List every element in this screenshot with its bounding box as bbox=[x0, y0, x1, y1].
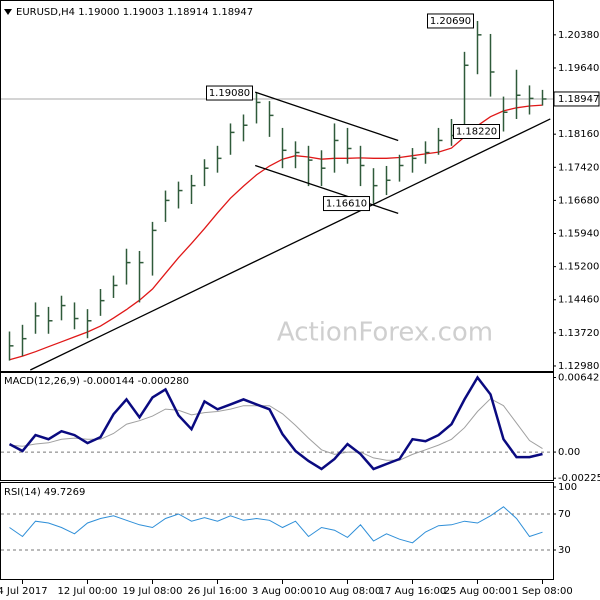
annotation-box bbox=[206, 85, 253, 101]
trendline bbox=[254, 91, 399, 142]
annotation-box bbox=[323, 196, 370, 212]
x-tick-label: 12 Jul 00:00 bbox=[58, 586, 118, 597]
last-price-box bbox=[553, 91, 600, 107]
y-tick-label: 1.15940 bbox=[558, 229, 599, 240]
y-tick-label: 0.006425 bbox=[558, 373, 600, 384]
price-pane bbox=[0, 0, 554, 372]
x-tick-label: 10 Aug 08:00 bbox=[314, 586, 381, 597]
macd-title: MACD(12,26,9) -0.000144 -0.000280 bbox=[4, 376, 189, 387]
price-title: EURUSD,H4 1.19000 1.19003 1.18914 1.1894… bbox=[16, 7, 253, 18]
x-tick-label: 4 Jul 2017 bbox=[0, 586, 48, 597]
y-tick-label: 1.19640 bbox=[558, 63, 599, 74]
y-tick-label: 0.00 bbox=[558, 447, 580, 458]
indicator-line bbox=[9, 506, 543, 544]
annotation-label: 1.19080 bbox=[209, 88, 250, 99]
annotation-label: 1.18220 bbox=[456, 127, 497, 138]
indicator-line bbox=[8, 375, 543, 471]
x-tick-label: 25 Aug 00:00 bbox=[444, 586, 511, 597]
last-price-label: 1.18947 bbox=[558, 94, 599, 105]
x-tick-label: 19 Jul 08:00 bbox=[123, 586, 183, 597]
y-tick-label: -0.002251 bbox=[558, 473, 600, 484]
y-tick-label: 1.16680 bbox=[558, 195, 599, 206]
indicator-line bbox=[9, 398, 543, 461]
watermark: ActionForex.com bbox=[277, 318, 493, 348]
x-tick-label: 17 Aug 16:00 bbox=[379, 586, 446, 597]
symbol-icon bbox=[4, 9, 12, 15]
y-tick-label: 30 bbox=[558, 545, 571, 556]
y-tick-label: 1.13720 bbox=[558, 328, 599, 339]
trendline bbox=[254, 164, 399, 215]
y-tick-label: 70 bbox=[558, 509, 571, 520]
y-tick-label: 1.20380 bbox=[558, 30, 599, 41]
y-tick-label: 1.17420 bbox=[558, 162, 599, 173]
y-tick-label: 1.15200 bbox=[558, 262, 599, 273]
x-tick-label: 1 Sep 08:00 bbox=[512, 586, 572, 597]
rsi-title: RSI(14) 49.7269 bbox=[4, 487, 85, 498]
y-tick-label: 1.12980 bbox=[558, 361, 599, 372]
rsi-pane bbox=[0, 482, 554, 580]
y-tick-label: 1.18160 bbox=[558, 129, 599, 140]
x-tick-label: 26 Jul 16:00 bbox=[188, 586, 248, 597]
moving-average bbox=[9, 104, 543, 361]
macd-pane bbox=[0, 372, 554, 481]
x-tick-label: 3 Aug 00:00 bbox=[252, 586, 313, 597]
annotation-label: 1.20690 bbox=[430, 16, 471, 27]
y-tick-label: 100 bbox=[558, 482, 577, 493]
annotation-label: 1.16610 bbox=[326, 199, 367, 210]
trendline bbox=[30, 118, 551, 371]
annotation-box bbox=[453, 124, 500, 140]
annotation-box bbox=[427, 13, 474, 29]
y-tick-label: 1.14460 bbox=[558, 295, 599, 306]
